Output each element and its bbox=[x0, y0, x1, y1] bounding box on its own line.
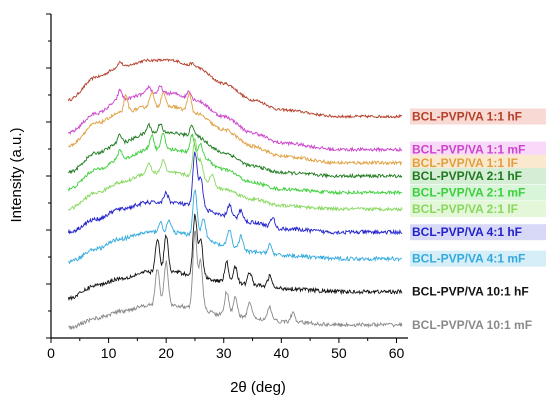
x-tick-label: 10 bbox=[101, 345, 117, 361]
legend-label-background bbox=[410, 224, 546, 241]
series-line bbox=[67, 151, 403, 236]
x-tick-label: 60 bbox=[389, 345, 405, 361]
series-line bbox=[68, 122, 403, 179]
x-tick-label: 30 bbox=[216, 345, 232, 361]
legend-label-background bbox=[410, 250, 546, 267]
series-line bbox=[68, 137, 403, 212]
plot-frame bbox=[50, 14, 408, 339]
x-tick-label: 40 bbox=[274, 345, 290, 361]
legend-label: BCL-PVP/VA 4:1 mF bbox=[412, 252, 525, 266]
legend-label-background bbox=[410, 154, 546, 171]
legend-label: BCL-PVP/VA 2:1 mF bbox=[412, 186, 525, 200]
x-tick-label: 20 bbox=[158, 345, 174, 361]
x-tick-label: 0 bbox=[47, 345, 55, 361]
legend-label: BCL-PVP/VA 1:1 mF bbox=[412, 143, 525, 157]
legend-label-background bbox=[410, 108, 546, 125]
legend-label-background bbox=[410, 316, 546, 333]
y-axis-title: Intensity (a.u.) bbox=[8, 127, 25, 222]
series-line bbox=[67, 213, 403, 302]
legend-label: BCL-PVP/VA 4:1 hF bbox=[412, 225, 522, 239]
legend-label-background bbox=[410, 283, 546, 300]
legend-label: BCL-PVP/VA 2:1 lF bbox=[412, 202, 518, 216]
x-axis-title: 2θ (deg) bbox=[230, 379, 286, 396]
legend-label-background bbox=[410, 184, 546, 201]
series-line bbox=[67, 58, 403, 119]
legend-label: BCL-PVP/VA 1:1 hF bbox=[412, 109, 522, 123]
legend-label: BCL-PVP/VA 10:1 mF bbox=[412, 318, 532, 332]
series-line bbox=[67, 84, 403, 153]
series-line bbox=[67, 90, 403, 167]
series-line bbox=[68, 230, 403, 331]
legend-label-background bbox=[410, 141, 546, 158]
x-axis-ticks: 0 10 20 30 40 50 60 bbox=[47, 338, 404, 361]
series-layer bbox=[67, 58, 403, 331]
legend-label-background bbox=[410, 168, 546, 184]
legend-label-background bbox=[410, 201, 546, 218]
x-tick-label: 50 bbox=[331, 345, 347, 361]
legend-label: BCL-PVP/VA 10:1 hF bbox=[412, 285, 529, 299]
y-axis-ticks bbox=[46, 13, 51, 339]
series-line bbox=[68, 188, 403, 265]
legend-label: BCL-PVP/VA 2:1 hF bbox=[412, 169, 522, 183]
legend-label: BCL-PVP/VA 1:1 lF bbox=[412, 156, 518, 170]
series-line bbox=[67, 132, 403, 196]
